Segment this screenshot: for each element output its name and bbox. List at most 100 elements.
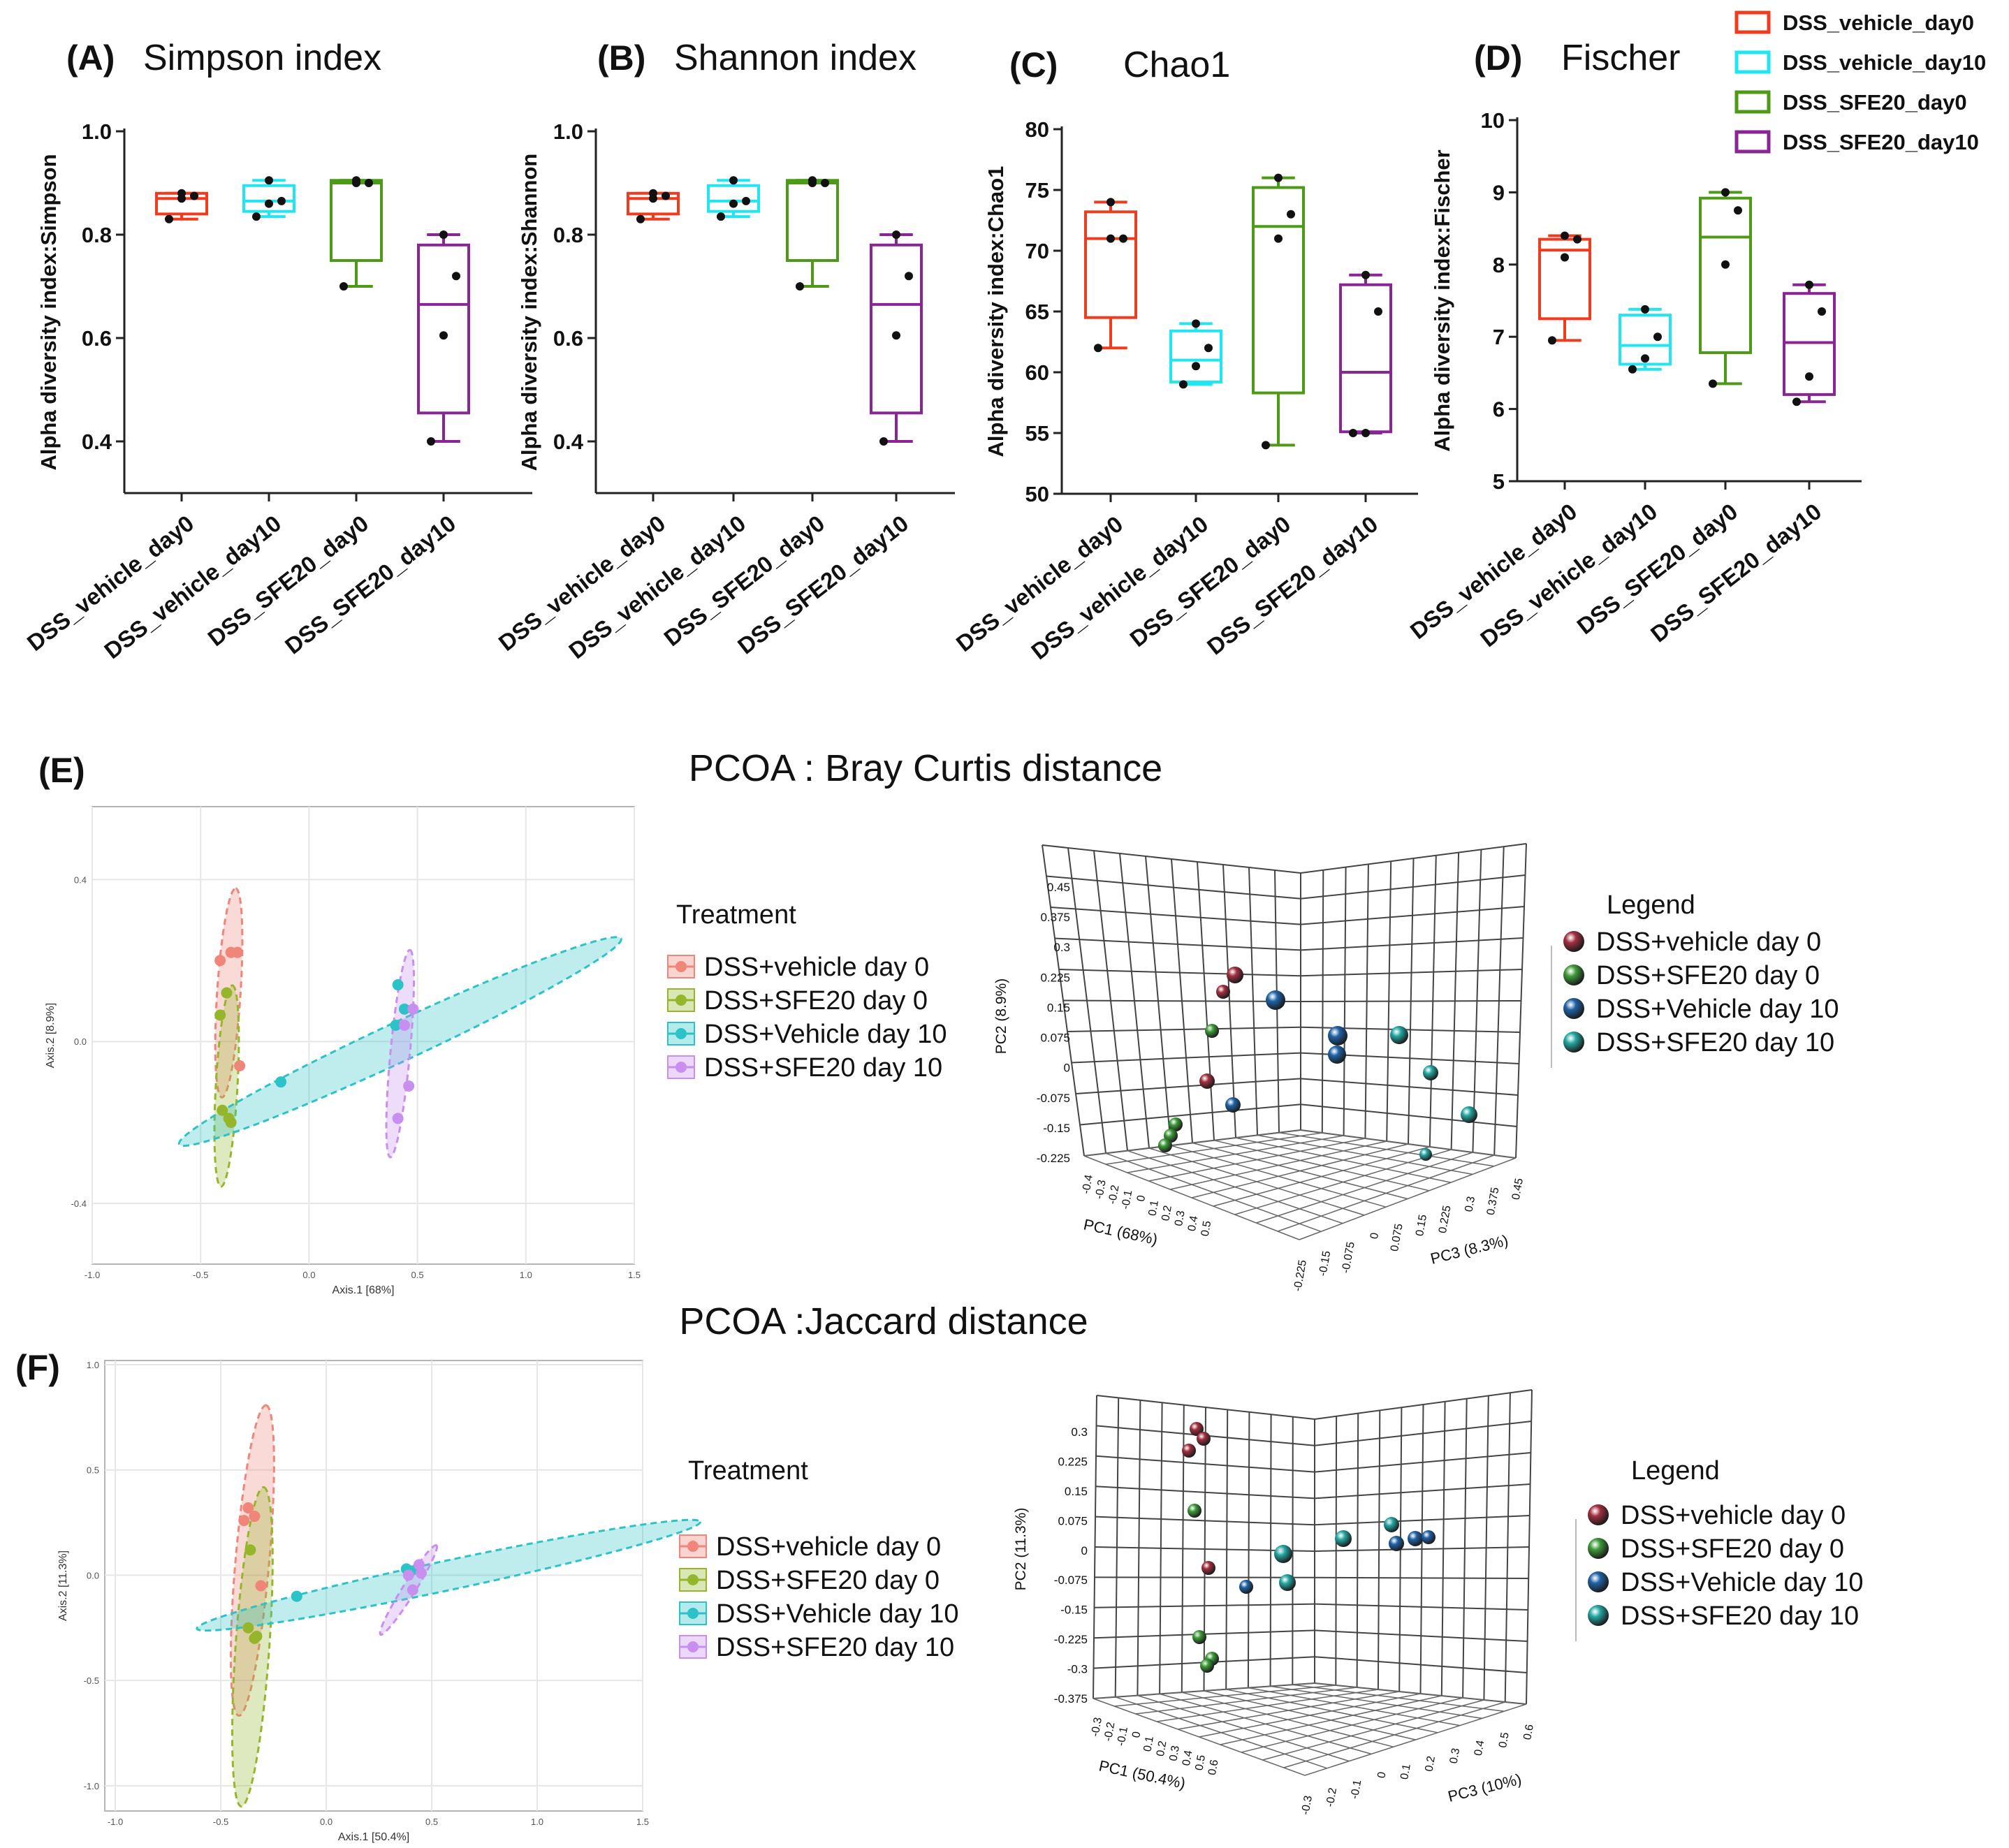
- sphere-point: [1188, 1504, 1201, 1518]
- x-tick-label: 0.3: [1167, 1745, 1182, 1762]
- scatter-point: [390, 1020, 402, 1032]
- x-tick-label: 1.5: [636, 1817, 649, 1827]
- sphere-point: [1225, 1097, 1241, 1113]
- grid-line: [1483, 1395, 1489, 1701]
- legend-sphere: [1588, 1504, 1609, 1525]
- sphere-point: [1390, 1026, 1408, 1044]
- data-point: [277, 196, 286, 205]
- box-iqr: [1538, 237, 1591, 321]
- grid-line: [1127, 1150, 1343, 1224]
- x-tick-label: 0.3: [1173, 1210, 1188, 1227]
- x-tick-label: 0.1: [1141, 1736, 1156, 1753]
- box-iqr: [1699, 196, 1752, 354]
- grid-line: [1292, 1416, 1294, 1685]
- panel-letter: (A): [66, 38, 115, 78]
- x-tick-label: -0.5: [213, 1817, 228, 1827]
- data-point: [1653, 332, 1662, 342]
- grid-line: [1075, 1078, 1301, 1094]
- data-point: [1734, 206, 1742, 215]
- grid-line: [1105, 1152, 1322, 1233]
- box-1: DSS_vehicle_day10: [1475, 305, 1672, 652]
- data-point: [177, 189, 186, 198]
- y-tick-label: -0.4: [71, 1198, 87, 1209]
- pcoa-3d-chart-0: 0.45 0.375 0.3 0.225 0.15 0.075 0 -0.075 -0.15 -0…: [993, 843, 1839, 1292]
- legend-swatch-dot: [687, 1641, 699, 1652]
- grid-line: [1247, 1411, 1250, 1688]
- y-axis-label: Alpha diversity index:Chao1: [984, 166, 1008, 457]
- data-point: [1274, 234, 1283, 243]
- x-axis-label: Axis.1 [68%]: [333, 1284, 395, 1296]
- category-label: DSS_SFE20_day0: [203, 510, 373, 651]
- grid-line: [1515, 843, 1527, 1159]
- y-tick-label: 0.3: [1071, 1425, 1088, 1439]
- box-iqr: [1169, 329, 1222, 383]
- sphere-point: [1216, 985, 1230, 999]
- data-point: [1361, 270, 1370, 279]
- data-point: [265, 176, 273, 185]
- z-tick-label: -0.075: [1340, 1241, 1357, 1275]
- scatter-point: [291, 1590, 302, 1602]
- sphere-point: [1461, 1106, 1477, 1123]
- legend-swatch-dot: [687, 1608, 699, 1619]
- scatter-point: [407, 1584, 418, 1596]
- legend-sphere: [1563, 998, 1584, 1019]
- box-iqr: [1339, 283, 1392, 434]
- grid-line: [1197, 861, 1215, 1141]
- z-tick-label: 0.3: [1448, 1747, 1463, 1765]
- scatter-point: [398, 1020, 410, 1032]
- y-tick-label: 9: [1493, 180, 1505, 205]
- grid-line: [1300, 1000, 1521, 1002]
- legend-sphere: [1588, 1605, 1609, 1626]
- data-point: [1721, 260, 1730, 269]
- data-point: [439, 331, 448, 340]
- grid-line: [1094, 1603, 1315, 1608]
- y-tick-label: -0.15: [1060, 1604, 1088, 1617]
- data-point: [1262, 441, 1270, 450]
- grid-line: [1234, 1149, 1452, 1215]
- sphere-legend: Legend DSS+vehicle day 0 DSS+SFE20 day 0 DS…: [1551, 890, 1839, 1068]
- legend-sphere: [1563, 965, 1584, 985]
- confidence-ellipse: [231, 1486, 274, 1807]
- sphere-point: [1408, 1531, 1423, 1546]
- legend-label: DSS+vehicle day 0: [1621, 1501, 1846, 1530]
- x-tick-label: 0.0: [302, 1270, 315, 1280]
- sphere-point: [1266, 990, 1285, 1010]
- grid-line: [1493, 846, 1505, 1156]
- scatter-point: [402, 1569, 414, 1581]
- y-tick-label: 65: [1025, 300, 1049, 324]
- box-iqr: [870, 243, 923, 415]
- sphere-point: [1182, 1444, 1196, 1458]
- treatment-legend: Treatment DSS+vehicle day 0 DSS+SFE20 day …: [667, 900, 947, 1083]
- box-iqr: [1252, 186, 1305, 395]
- box-iqr: [1084, 210, 1137, 319]
- data-point: [729, 176, 738, 185]
- plot-frame: [104, 1360, 643, 1812]
- legend-swatch-dot: [675, 961, 687, 972]
- grid-line: [1203, 1407, 1206, 1692]
- legend-swatch: [1734, 130, 1771, 154]
- x-tick-label: 0.5: [1199, 1220, 1214, 1238]
- data-point: [1721, 188, 1730, 197]
- y-axis-label: PC2 (8.9%): [993, 978, 1009, 1055]
- grid-line: [1314, 1629, 1528, 1642]
- x-tick-label: 0.4: [1181, 1750, 1195, 1767]
- chart-title: Fischer: [1561, 38, 1680, 78]
- box-iqr: [242, 184, 295, 213]
- grid-line: [1314, 1546, 1530, 1552]
- data-point: [1561, 253, 1569, 262]
- x-tick-label: -0.4: [1080, 1174, 1095, 1195]
- y-axis-label: Alpha diversity index:Fischer: [1430, 149, 1454, 451]
- sphere-point: [1197, 1432, 1211, 1446]
- data-point: [1106, 234, 1115, 243]
- y-tick-label: 0.4: [553, 430, 584, 454]
- sphere-point: [1200, 1659, 1214, 1673]
- data-point: [365, 179, 373, 187]
- y-tick-label: 0.6: [553, 326, 583, 351]
- scatter-point: [251, 1630, 263, 1642]
- grid-line: [1277, 1154, 1495, 1232]
- scatter-point: [275, 1076, 287, 1088]
- z-tick-label: 0.075: [1389, 1223, 1405, 1252]
- sphere-point: [1419, 1148, 1432, 1161]
- data-point: [427, 437, 435, 446]
